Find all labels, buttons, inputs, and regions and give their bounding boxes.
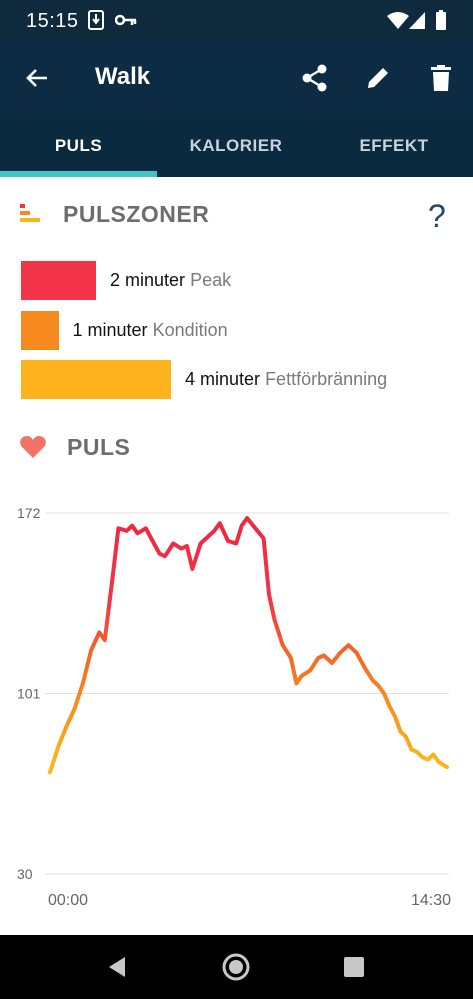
vpn-key-icon (115, 14, 137, 26)
tab-effekt[interactable]: EFFEKT (359, 135, 429, 155)
zone-text: 2 minuter Peak (110, 270, 231, 291)
cell-signal-icon (409, 12, 425, 29)
zone-bar (21, 261, 96, 300)
system-nav-bar (0, 935, 473, 999)
wifi-icon (387, 12, 409, 29)
share-icon (302, 64, 327, 92)
back-arrow-icon (26, 69, 47, 87)
status-time: 15:15 (26, 10, 79, 32)
zone-label: Peak (190, 270, 232, 290)
battery-icon (436, 10, 446, 30)
nav-home-icon[interactable] (221, 952, 251, 982)
nav-back-icon[interactable] (107, 956, 127, 978)
tab-bar: PULS KALORIER EFFEKT (0, 114, 473, 177)
zone-label: Kondition (152, 320, 228, 340)
puls-title: PULS (67, 434, 131, 460)
edit-button[interactable] (353, 42, 403, 114)
zone-text: 4 minuter Fettförbränning (185, 369, 387, 390)
tab-kalorier[interactable]: KALORIER (189, 135, 283, 155)
app-bar: Walk (0, 42, 473, 114)
heart-rate-line (48, 516, 449, 775)
zones-title: PULSZONER (63, 201, 210, 227)
trash-icon (431, 65, 451, 91)
status-bar: 15:15 (0, 0, 473, 42)
zone-text: 1 minuter Kondition (73, 320, 228, 341)
x-tick-label: 00:00 (48, 892, 88, 909)
back-button[interactable] (12, 42, 62, 114)
zone-bar (21, 311, 59, 350)
zones-icon (20, 204, 40, 222)
y-tick-label: 172 (17, 505, 41, 521)
zone-bar (21, 360, 171, 399)
nav-recents-icon[interactable] (344, 957, 364, 977)
zone-label: Fettförbränning (265, 369, 388, 389)
heart-icon (20, 436, 46, 458)
y-tick-label: 101 (17, 686, 41, 702)
zone-minutes: 2 minuter (110, 270, 186, 290)
pencil-icon (368, 68, 388, 88)
tab-puls[interactable]: PULS (54, 135, 103, 155)
y-tick-label: 30 (17, 866, 33, 882)
share-button[interactable] (290, 42, 340, 114)
x-tick-label: 14:30 (411, 892, 451, 909)
heart-rate-chart: 172 101 30 00:00 14:30 (17, 505, 451, 909)
page-title: Walk (95, 63, 151, 90)
zone-minutes: 4 minuter (185, 369, 261, 389)
download-notification-icon (88, 10, 104, 30)
delete-button[interactable] (416, 42, 466, 114)
active-tab-indicator (0, 171, 157, 177)
zone-minutes: 1 minuter (72, 320, 148, 340)
help-button[interactable]: ? (428, 198, 446, 234)
